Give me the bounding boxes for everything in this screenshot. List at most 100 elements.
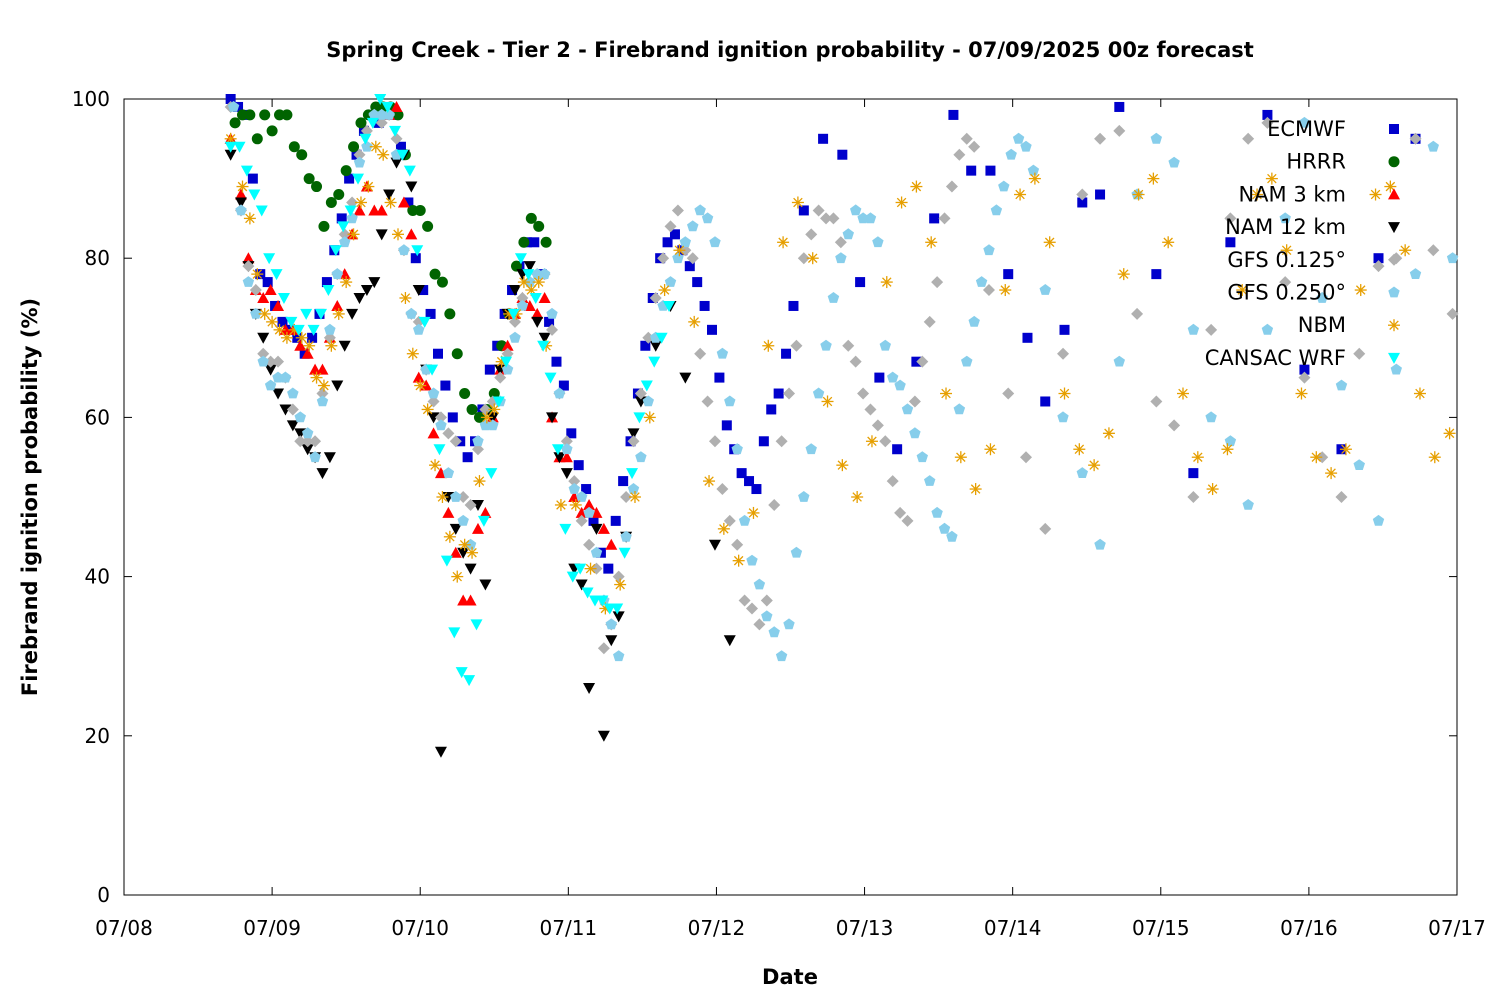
legend-label: GFS 0.125° <box>1227 248 1346 272</box>
data-point <box>321 277 332 288</box>
data-point <box>805 443 817 455</box>
data-point <box>596 595 609 607</box>
data-point <box>1310 451 1323 464</box>
data-point <box>259 109 271 121</box>
data-point <box>1280 244 1293 257</box>
data-point <box>842 228 854 240</box>
data-point <box>375 229 388 241</box>
data-point <box>744 476 755 487</box>
data-point <box>1262 109 1273 120</box>
data-point <box>516 300 529 311</box>
data-point <box>1002 387 1015 400</box>
data-point <box>1399 244 1412 257</box>
data-point <box>353 156 366 168</box>
data-point <box>633 412 646 424</box>
data-point <box>1114 101 1125 112</box>
data-point <box>266 315 279 328</box>
x-tick-label: 07/08 <box>95 916 153 940</box>
data-point <box>436 276 448 288</box>
data-point <box>355 117 367 129</box>
data-point <box>961 355 973 367</box>
data-point <box>605 635 618 647</box>
data-point <box>440 555 453 567</box>
data-point <box>610 515 621 526</box>
x-tick-label: 07/11 <box>540 916 598 940</box>
data-point <box>353 293 366 304</box>
data-point <box>235 197 248 209</box>
data-point <box>383 108 395 120</box>
y-tick-label: 60 <box>85 405 110 429</box>
data-point <box>1131 307 1144 320</box>
data-point <box>411 245 424 257</box>
data-point <box>560 468 573 480</box>
data-point <box>529 237 540 248</box>
data-point <box>731 538 744 551</box>
data-point <box>723 635 736 647</box>
data-point <box>603 563 614 574</box>
data-point <box>273 323 286 336</box>
data-point <box>968 315 980 327</box>
data-point <box>879 339 891 351</box>
data-point <box>310 371 323 384</box>
data-point <box>316 387 329 400</box>
data-point <box>340 165 352 177</box>
data-point <box>627 428 640 440</box>
data-point <box>851 491 864 503</box>
data-point <box>296 149 308 161</box>
data-point <box>1446 307 1459 320</box>
data-point <box>984 443 997 456</box>
data-point <box>224 141 237 153</box>
data-point <box>309 435 322 448</box>
data-point <box>642 331 655 344</box>
y-tick-label: 100 <box>72 87 110 111</box>
data-point <box>969 483 982 496</box>
legend-marker <box>1388 156 1400 168</box>
data-point <box>1242 132 1255 145</box>
data-point <box>559 523 572 535</box>
data-point <box>477 515 490 527</box>
data-point <box>798 205 809 216</box>
data-point <box>864 403 877 416</box>
data-point <box>331 380 344 392</box>
data-point <box>797 252 810 265</box>
data-point <box>892 444 903 455</box>
data-point <box>709 236 721 248</box>
data-point <box>790 546 803 558</box>
data-point <box>583 538 596 551</box>
data-point <box>294 339 307 351</box>
data-point <box>322 285 335 297</box>
data-point <box>447 412 458 423</box>
data-point <box>340 276 353 289</box>
data-point <box>1028 172 1041 185</box>
data-point <box>732 554 745 567</box>
data-point <box>264 355 277 368</box>
data-point <box>235 188 248 200</box>
data-point <box>605 618 617 630</box>
x-tick-label: 07/10 <box>391 916 449 940</box>
data-point <box>954 451 967 464</box>
data-point <box>264 364 277 376</box>
data-point <box>285 316 298 328</box>
data-point <box>872 236 884 248</box>
data-point <box>1353 459 1365 470</box>
data-point <box>500 356 513 368</box>
data-point <box>895 196 908 209</box>
data-point <box>640 380 653 392</box>
data-point <box>573 460 584 471</box>
data-point <box>346 212 358 224</box>
data-point <box>812 387 825 399</box>
legend-label: CANSAC WRF <box>1205 346 1346 370</box>
data-point <box>432 348 443 359</box>
data-point <box>360 285 373 297</box>
data-point <box>294 411 306 423</box>
data-point <box>925 236 938 249</box>
data-point <box>931 506 943 518</box>
data-point <box>418 316 431 328</box>
data-point <box>333 189 345 201</box>
data-point <box>694 347 707 360</box>
data-point <box>392 109 404 121</box>
data-point <box>414 204 426 216</box>
data-point <box>560 451 573 463</box>
data-point <box>429 268 441 280</box>
data-point <box>1428 451 1441 464</box>
